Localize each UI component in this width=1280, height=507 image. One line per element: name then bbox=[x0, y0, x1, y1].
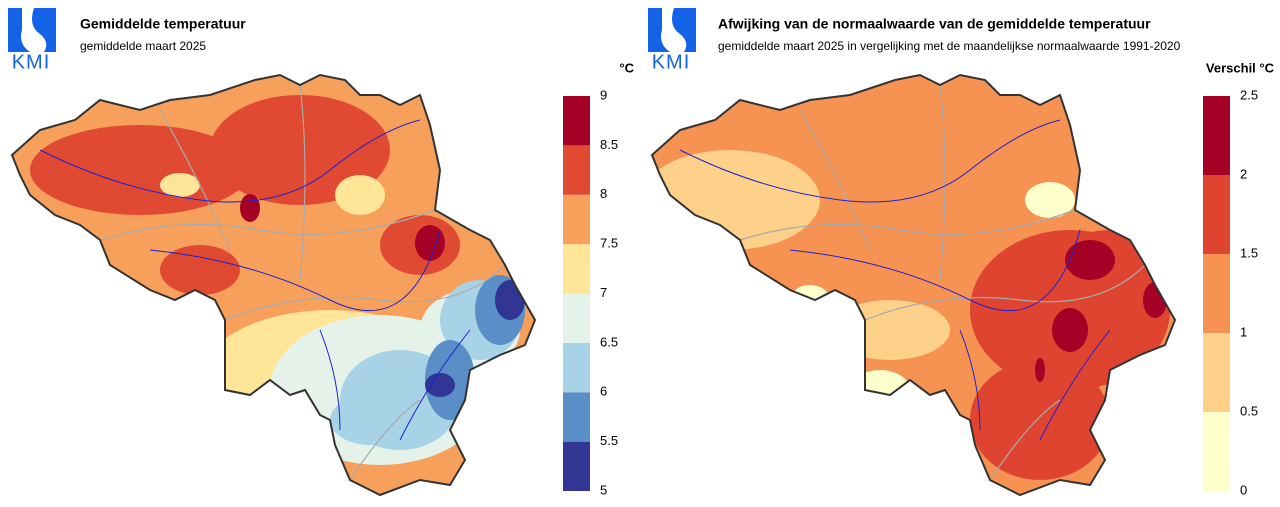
legend-swatch bbox=[1203, 175, 1230, 254]
map-area bbox=[335, 175, 385, 215]
map-title: Afwijking van de normaalwaarde van de ge… bbox=[718, 16, 1151, 32]
legend-swatch bbox=[563, 392, 590, 442]
legend-swatch bbox=[563, 96, 590, 146]
province-border bbox=[739, 84, 1146, 481]
map bbox=[12, 75, 535, 495]
map-area bbox=[160, 173, 200, 197]
map-subtitle: gemiddelde maart 2025 in vergelijking me… bbox=[718, 39, 1181, 53]
legend-swatch bbox=[563, 145, 590, 195]
legend-tick-label: 5.5 bbox=[600, 433, 618, 448]
legend-tick-label: 7 bbox=[600, 285, 607, 300]
map bbox=[652, 75, 1175, 495]
map-panel: KMI Afwijking van de normaalwaarde van de… bbox=[648, 8, 1275, 497]
map-area bbox=[652, 150, 820, 250]
legend-tick-label: 2 bbox=[1240, 166, 1247, 181]
river bbox=[39, 119, 471, 441]
legend-swatch bbox=[1203, 96, 1230, 175]
map-area bbox=[330, 395, 410, 445]
map-area bbox=[1025, 182, 1075, 218]
legend-swatch bbox=[1203, 254, 1230, 333]
map-area bbox=[790, 285, 830, 315]
legend-swatch bbox=[563, 441, 590, 491]
legend-swatch bbox=[1203, 412, 1230, 491]
legend-tick-label: 0.5 bbox=[1240, 403, 1258, 418]
map-area bbox=[210, 95, 390, 205]
legend-swatch bbox=[563, 293, 590, 343]
legend-tick-label: 6.5 bbox=[600, 334, 618, 349]
legend-tick-label: 8.5 bbox=[600, 137, 618, 152]
map-area bbox=[850, 370, 910, 410]
logo-icon bbox=[648, 8, 696, 52]
map-area bbox=[425, 373, 455, 397]
map-area bbox=[415, 225, 445, 261]
legend-tick-label: 5 bbox=[600, 482, 607, 497]
legend-swatch bbox=[563, 194, 590, 245]
legend-tick-label: 0 bbox=[1240, 482, 1247, 497]
province-border bbox=[99, 84, 506, 481]
logo-text: KMI bbox=[12, 51, 51, 73]
river bbox=[679, 119, 1111, 441]
map-area bbox=[1065, 240, 1115, 280]
map-area bbox=[830, 300, 950, 360]
legend-tick-label: 6 bbox=[600, 384, 607, 399]
legend-swatch bbox=[563, 342, 590, 393]
map-area bbox=[240, 194, 260, 222]
legend-tick-label: 1 bbox=[1240, 324, 1247, 339]
map-area bbox=[495, 280, 525, 320]
legend-tick-label: 9 bbox=[600, 87, 607, 102]
map-subtitle: gemiddelde maart 2025 bbox=[80, 39, 206, 53]
map-area bbox=[1035, 358, 1045, 382]
legend-unit: Verschil °C bbox=[1206, 60, 1275, 75]
legend-unit: °C bbox=[619, 60, 634, 75]
map-area bbox=[160, 245, 240, 295]
map-area bbox=[1052, 308, 1088, 352]
map-area bbox=[970, 360, 1110, 480]
legend-swatch bbox=[1203, 333, 1230, 412]
map-title: Gemiddelde temperatuur bbox=[80, 16, 246, 32]
legend-swatch bbox=[563, 244, 590, 294]
legend-tick-label: 7.5 bbox=[600, 236, 618, 251]
legend-tick-label: 8 bbox=[600, 186, 607, 201]
legend-tick-label: 1.5 bbox=[1240, 245, 1258, 260]
legend-tick-label: 2.5 bbox=[1240, 87, 1258, 102]
logo-icon bbox=[8, 8, 56, 52]
logo-text: KMI bbox=[652, 51, 691, 73]
map-panel: KMI Gemiddelde temperatuur gemiddelde maar… bbox=[8, 8, 635, 497]
